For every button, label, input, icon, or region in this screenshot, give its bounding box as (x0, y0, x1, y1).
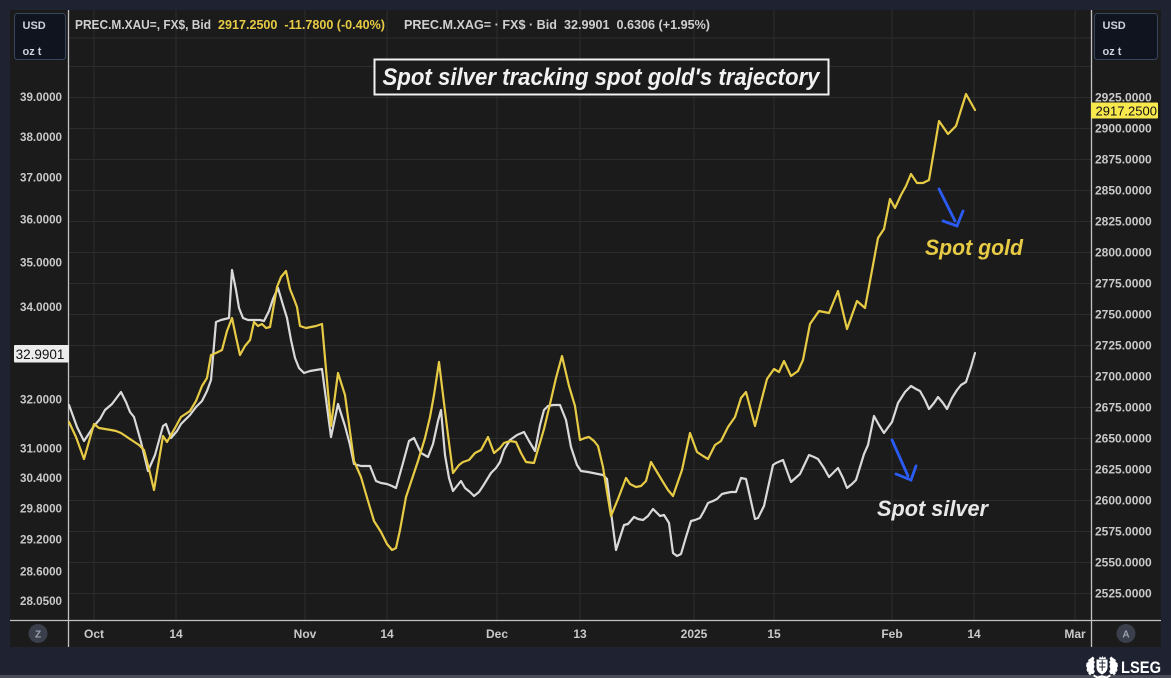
svg-text:2925.0000: 2925.0000 (1095, 91, 1152, 105)
svg-text:Spot silver: Spot silver (877, 496, 989, 521)
svg-text:A: A (1122, 630, 1129, 641)
svg-text:35.0000: 35.0000 (20, 256, 62, 270)
svg-text:28.0500: 28.0500 (20, 594, 62, 608)
svg-text:oz t: oz t (1103, 46, 1122, 58)
svg-text:2025: 2025 (681, 627, 708, 641)
svg-text:Dec: Dec (486, 627, 508, 641)
svg-text:32.0000: 32.0000 (20, 393, 62, 407)
svg-text:Oct: Oct (84, 627, 104, 641)
svg-text:Nov: Nov (294, 627, 317, 641)
svg-text:LSEG: LSEG (1121, 658, 1161, 677)
svg-text:2700.0000: 2700.0000 (1095, 370, 1152, 384)
svg-text:2525.0000: 2525.0000 (1095, 587, 1152, 601)
svg-text:2775.0000: 2775.0000 (1095, 277, 1152, 291)
svg-text:15: 15 (767, 627, 781, 641)
svg-text:28.6000: 28.6000 (20, 565, 62, 579)
svg-text:2725.0000: 2725.0000 (1095, 339, 1152, 353)
svg-text:2917.2500 -11.7800 (-0.40%): 2917.2500 -11.7800 (-0.40%) (218, 17, 385, 32)
svg-text:Spot silver tracking spot gold: Spot silver tracking spot gold's traject… (383, 64, 822, 91)
svg-text:31.0000: 31.0000 (20, 441, 62, 455)
svg-text:2800.0000: 2800.0000 (1095, 246, 1152, 260)
svg-text:2825.0000: 2825.0000 (1095, 215, 1152, 229)
svg-text:2917.2500: 2917.2500 (1096, 104, 1157, 119)
svg-text:14: 14 (380, 627, 394, 641)
svg-text:PREC.M.XAG= · FX$ · Bid 32.99: PREC.M.XAG= · FX$ · Bid 32.9901 0.6306 (… (404, 17, 710, 32)
svg-text:PREC.M.XAU=, FX$, Bid: PREC.M.XAU=, FX$, Bid (75, 17, 211, 32)
svg-text:2675.0000: 2675.0000 (1095, 401, 1152, 415)
svg-text:29.8000: 29.8000 (20, 502, 62, 516)
svg-text:14: 14 (169, 627, 183, 641)
svg-text:34.0000: 34.0000 (20, 300, 62, 314)
svg-text:39.0000: 39.0000 (20, 90, 62, 104)
svg-text:Mar: Mar (1064, 627, 1086, 641)
svg-text:13: 13 (573, 627, 587, 641)
svg-text:32.9901: 32.9901 (16, 347, 65, 362)
svg-text:2600.0000: 2600.0000 (1095, 494, 1152, 508)
svg-text:Spot gold: Spot gold (925, 235, 1024, 260)
svg-text:Feb: Feb (881, 627, 902, 641)
svg-text:2850.0000: 2850.0000 (1095, 184, 1152, 198)
svg-text:oz t: oz t (23, 46, 42, 58)
svg-text:USD: USD (23, 20, 46, 32)
svg-text:2900.0000: 2900.0000 (1095, 122, 1152, 136)
svg-text:29.2000: 29.2000 (20, 533, 62, 547)
svg-text:2550.0000: 2550.0000 (1095, 556, 1152, 570)
svg-text:2575.0000: 2575.0000 (1095, 525, 1152, 539)
svg-text:Z: Z (35, 630, 41, 641)
svg-text:38.0000: 38.0000 (20, 130, 62, 144)
svg-text:36.0000: 36.0000 (20, 213, 62, 227)
svg-text:2625.0000: 2625.0000 (1095, 463, 1152, 477)
svg-text:2875.0000: 2875.0000 (1095, 153, 1152, 167)
svg-text:14: 14 (967, 627, 981, 641)
svg-text:2750.0000: 2750.0000 (1095, 308, 1152, 322)
svg-text:37.0000: 37.0000 (20, 171, 62, 185)
svg-text:USD: USD (1103, 20, 1126, 32)
svg-text:2650.0000: 2650.0000 (1095, 432, 1152, 446)
svg-text:30.4000: 30.4000 (20, 471, 62, 485)
